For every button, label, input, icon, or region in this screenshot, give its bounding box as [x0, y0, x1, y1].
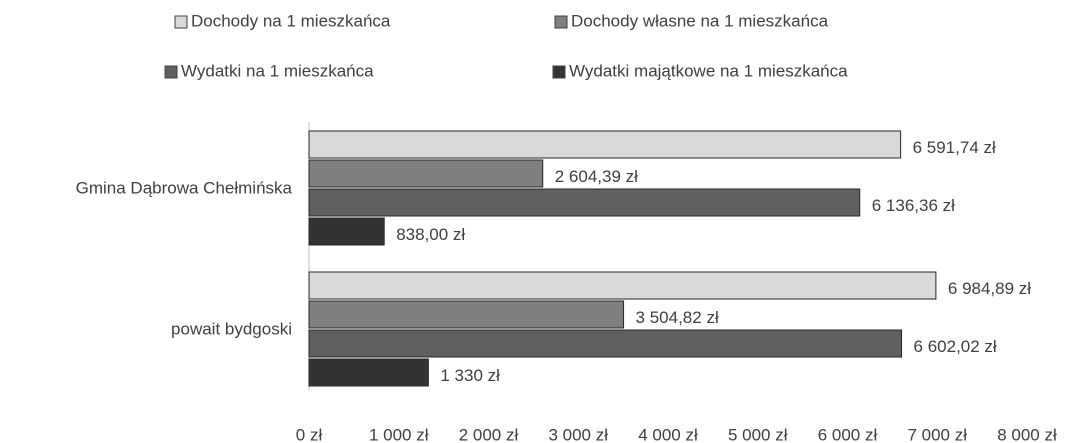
x-tick-label: 5 000 zł [728, 425, 788, 443]
x-tick-label: 6 000 zł [818, 425, 878, 443]
x-tick-label: 8 000 zł [997, 425, 1057, 443]
data-label: 6 591,74 zł [913, 138, 996, 157]
y-tick-label: powait bydgoski [171, 319, 292, 338]
bar [308, 271, 937, 300]
x-tick-label: 4 000 zł [638, 425, 698, 443]
data-label: 1 330 zł [440, 366, 500, 385]
x-tick-label: 0 zł [296, 425, 323, 443]
legend-swatch [164, 65, 178, 79]
legend-swatch [174, 15, 188, 29]
legend-label: Wydatki majątkowe na 1 mieszkańca [569, 61, 848, 80]
data-label: 6 984,89 zł [948, 279, 1031, 298]
x-tick-label: 2 000 zł [459, 425, 519, 443]
legend-swatch [552, 65, 566, 79]
legend-label: Wydatki na 1 mieszkańca [181, 61, 374, 80]
data-label: 2 604,39 zł [555, 167, 638, 186]
x-tick-label: 1 000 zł [369, 425, 429, 443]
legend-label: Dochody na 1 mieszkańca [191, 11, 391, 30]
y-tick-label: Gmina Dąbrowa Chełmińska [76, 178, 293, 197]
bar [308, 130, 902, 159]
data-label: 6 136,36 zł [872, 196, 955, 215]
x-tick-label: 7 000 zł [907, 425, 967, 443]
bar [308, 300, 625, 329]
bar [308, 217, 385, 246]
x-tick-label: 3 000 zł [548, 425, 608, 443]
data-label: 838,00 zł [396, 225, 465, 244]
data-label: 6 602,02 zł [914, 337, 997, 356]
legend-label: Dochody własne na 1 mieszkańca [571, 11, 829, 30]
bar [308, 159, 544, 188]
data-label: 3 504,82 zł [636, 308, 719, 327]
bar [308, 329, 903, 358]
legend-swatch [554, 15, 568, 29]
bar [308, 358, 429, 387]
bar [308, 188, 861, 217]
